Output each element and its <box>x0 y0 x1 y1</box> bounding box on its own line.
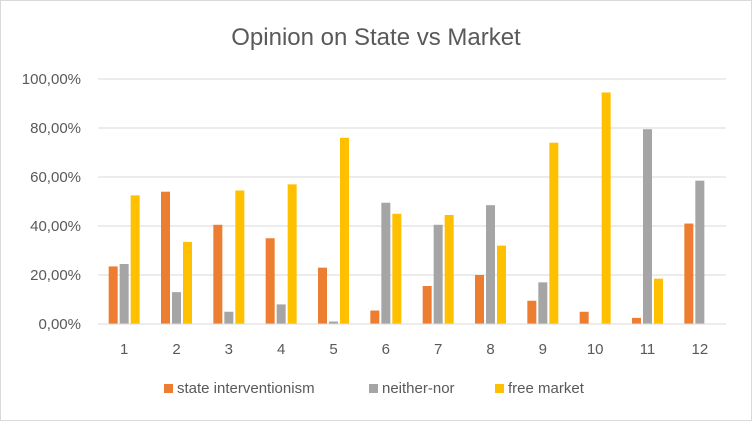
bar-state-interventionism <box>475 275 484 324</box>
bar-free-market <box>130 195 140 324</box>
bar-neither-nor <box>433 224 443 324</box>
x-tick-label: 5 <box>329 341 337 358</box>
bar-neither-nor <box>643 129 652 324</box>
bar-free-market <box>654 278 663 324</box>
bar-free-market <box>340 137 349 324</box>
legend-label: state interventionism <box>177 380 315 397</box>
legend-swatch <box>369 384 378 393</box>
legend-label: neither-nor <box>382 380 455 397</box>
legend: state interventionism neither-nor free mar… <box>164 380 585 397</box>
bar-free-market <box>549 142 559 324</box>
bar-neither-nor <box>276 304 286 324</box>
bar-state-interventionism <box>632 317 641 324</box>
bar-state-interventionism <box>265 238 275 324</box>
bar-neither-nor <box>119 263 129 324</box>
x-tick-label: 3 <box>225 341 233 358</box>
bar-free-market <box>287 184 297 324</box>
bar-state-interventionism <box>213 224 223 324</box>
legend-label: free market <box>508 380 585 397</box>
x-tick-label: 10 <box>587 341 604 358</box>
bar-free-market <box>392 213 402 324</box>
x-tick-label: 11 <box>640 341 656 358</box>
bar-neither-nor <box>172 292 181 324</box>
bar-free-market <box>235 190 245 324</box>
bar-neither-nor <box>224 311 234 324</box>
bar-state-interventionism <box>527 300 537 324</box>
bar-state-interventionism <box>684 223 694 324</box>
x-tick-label: 12 <box>691 341 708 358</box>
bar-neither-nor <box>381 202 391 324</box>
x-tick-label: 9 <box>539 341 547 358</box>
y-tick-label: 20,00% <box>30 267 81 284</box>
bar-neither-nor <box>486 205 495 324</box>
legend-swatch <box>495 384 504 393</box>
y-tick-label: 100,00% <box>22 71 81 88</box>
x-tick-label: 7 <box>434 341 442 358</box>
y-tick-label: 80,00% <box>30 120 81 137</box>
x-tick-label: 8 <box>486 341 494 358</box>
x-tick-label: 6 <box>382 341 390 358</box>
bar-state-interventionism <box>579 311 589 324</box>
bar-free-market <box>601 92 611 324</box>
y-axis-labels: 0,00% 20,00% 40,00% 60,00% 80,00% 100,00% <box>22 71 81 333</box>
bar-state-interventionism <box>161 191 170 324</box>
bar-free-market <box>497 245 506 324</box>
y-tick-label: 60,00% <box>30 169 81 186</box>
x-tick-label: 1 <box>120 341 128 358</box>
bar-state-interventionism <box>318 267 327 324</box>
bar-free-market <box>183 241 192 324</box>
legend-swatch <box>164 384 173 393</box>
bar-neither-nor <box>329 321 338 324</box>
x-tick-label: 2 <box>172 341 180 358</box>
bar-state-interventionism <box>108 266 118 324</box>
gridlines <box>98 78 726 276</box>
y-tick-label: 40,00% <box>30 218 81 235</box>
bars <box>108 92 705 324</box>
y-tick-label: 0,00% <box>38 316 81 333</box>
bar-neither-nor <box>538 282 548 324</box>
chart-title: Opinion on State vs Market <box>231 24 521 51</box>
bar-free-market <box>444 214 454 324</box>
x-axis-labels: 1 2 3 4 5 6 7 8 9 10 11 12 <box>120 341 708 358</box>
bar-state-interventionism <box>422 286 432 324</box>
x-tick-label: 4 <box>277 341 285 358</box>
bar-state-interventionism <box>370 310 380 324</box>
bar-neither-nor <box>695 180 705 324</box>
